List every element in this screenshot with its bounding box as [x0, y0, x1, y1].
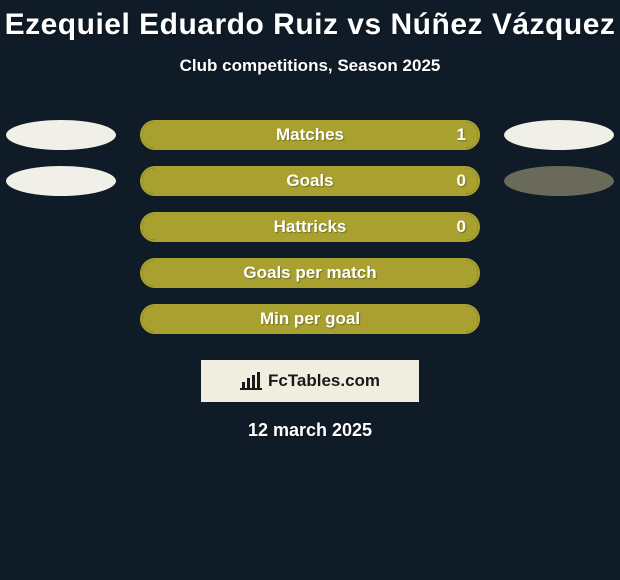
stat-bar-fill — [142, 306, 478, 332]
bar-chart-icon — [240, 372, 262, 390]
stat-rows: Matches1 Goals0 Hattricks0 Goals per match M… — [0, 112, 620, 342]
right-value-ellipse — [504, 120, 614, 150]
stat-bar-fill — [142, 214, 478, 240]
stat-bar: Min per goal — [140, 304, 480, 334]
stat-bar-fill — [142, 168, 478, 194]
stat-bar-outline: Matches1 — [140, 120, 480, 150]
stat-bar: Hattricks0 — [140, 212, 480, 242]
stat-row: Matches1 — [0, 112, 620, 158]
date-text: 12 march 2025 — [0, 420, 620, 441]
stat-row: Goals per match — [0, 250, 620, 296]
stat-bar-outline: Goals0 — [140, 166, 480, 196]
left-value-ellipse — [6, 120, 116, 150]
brand-badge: FcTables.com — [201, 360, 419, 402]
stat-bar-outline: Goals per match — [140, 258, 480, 288]
subtitle: Club competitions, Season 2025 — [0, 56, 620, 76]
stat-bar-fill — [142, 260, 478, 286]
stat-bar: Goals per match — [140, 258, 480, 288]
stat-bar: Goals0 — [140, 166, 480, 196]
right-value-ellipse — [504, 166, 614, 196]
stat-bar-outline: Hattricks0 — [140, 212, 480, 242]
stat-row: Goals0 — [0, 158, 620, 204]
left-value-ellipse — [6, 166, 116, 196]
stat-bar-fill — [142, 122, 478, 148]
stat-row: Hattricks0 — [0, 204, 620, 250]
brand-text: FcTables.com — [268, 371, 380, 391]
stat-bar-outline: Min per goal — [140, 304, 480, 334]
stat-row: Min per goal — [0, 296, 620, 342]
stat-bar: Matches1 — [140, 120, 480, 150]
page-title: Ezequiel Eduardo Ruiz vs Núñez Vázquez — [0, 0, 620, 42]
comparison-infographic: Ezequiel Eduardo Ruiz vs Núñez Vázquez C… — [0, 0, 620, 580]
